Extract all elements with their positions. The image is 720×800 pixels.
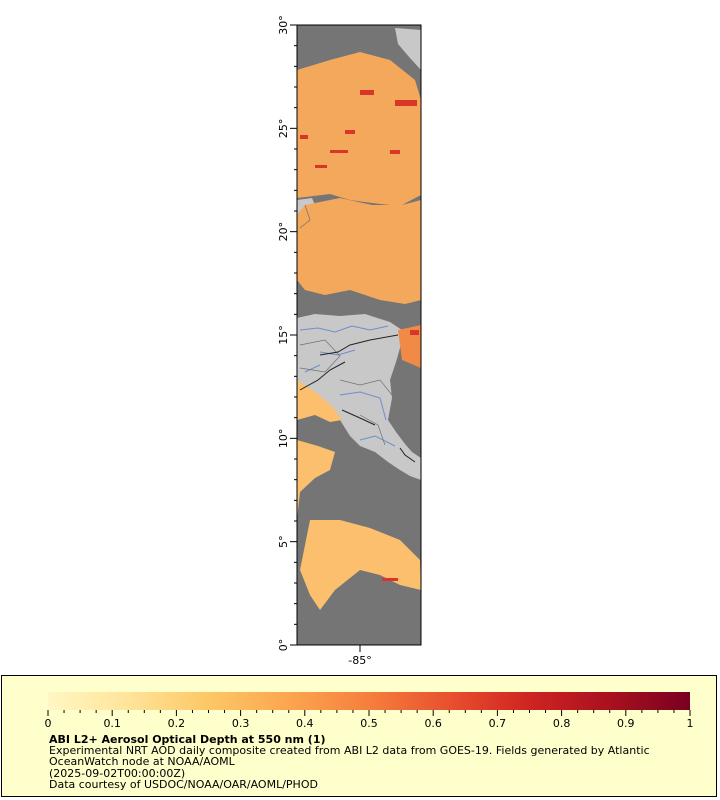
aod-plume-north [297, 52, 421, 206]
colorbar-tick-label: 0.4 [296, 717, 314, 730]
color-scale: 0 0.1 0.2 0.3 0.4 0.5 0.6 0.7 0.8 0.9 1 [45, 692, 694, 730]
legend-description: Experimental NRT AOD daily composite cre… [49, 744, 650, 768]
state-lines [299, 204, 393, 446]
colorbar-tick-label: 0.2 [168, 717, 186, 730]
aod-field [297, 52, 421, 610]
legend-panel: 0 0.1 0.2 0.3 0.4 0.5 0.6 0.7 0.8 0.9 1 ABI L2+ Ae… [1, 675, 717, 797]
colorbar-ticks: 0 0.1 0.2 0.3 0.4 0.5 0.6 0.7 0.8 0.9 1 [45, 710, 694, 730]
colorbar-tick-label: 0.8 [553, 717, 571, 730]
latitude-tick-label: 5° [277, 535, 290, 548]
legend-credit: Data courtesy of USDOC/NOAA/OAR/AOML/PHO… [49, 778, 318, 791]
latitude-axis: 0° 5° 10° 15° 20° 25° 30° [277, 15, 297, 651]
colorbar-tick-label: 0.7 [489, 717, 507, 730]
colorbar-tick-label: 0.1 [103, 717, 121, 730]
longitude-tick-label: -85° [348, 654, 371, 667]
colorbar [48, 692, 690, 710]
aod-patch-east [398, 325, 421, 368]
aod-high-streaks [300, 90, 419, 581]
aod-patch-coast [297, 380, 342, 422]
latitude-tick-label: 25° [277, 119, 290, 139]
latitude-tick-label: 30° [277, 15, 290, 35]
colorbar-tick-label: 0.3 [232, 717, 250, 730]
aod-plume-central [297, 198, 421, 304]
latitude-tick-label: 0° [277, 639, 290, 652]
colorbar-tick-label: 1 [687, 717, 694, 730]
latitude-tick-label: 15° [277, 325, 290, 345]
colorbar-tick-label: 0.9 [617, 717, 635, 730]
latitude-tick-label: 10° [277, 429, 290, 449]
rivers [299, 325, 396, 447]
aod-map: 0° 5° 10° 15° 20° 25° 30° -85° [277, 15, 422, 667]
aod-patch-south-west [297, 440, 335, 520]
legend-date: (2025-09-02T00:00:00Z) [49, 767, 186, 780]
colorbar-tick-label: 0.5 [360, 717, 378, 730]
land-florida [395, 28, 421, 70]
country-borders [299, 334, 416, 463]
land-central-america [297, 314, 421, 480]
colorbar-tick-label: 0 [45, 717, 52, 730]
aod-patch-south [300, 520, 421, 610]
legend-title: ABI L2+ Aerosol Optical Depth at 550 nm … [49, 733, 326, 746]
colorbar-tick-label: 0.6 [424, 717, 442, 730]
longitude-axis: -85° [348, 645, 372, 667]
latitude-tick-label: 20° [277, 222, 290, 242]
